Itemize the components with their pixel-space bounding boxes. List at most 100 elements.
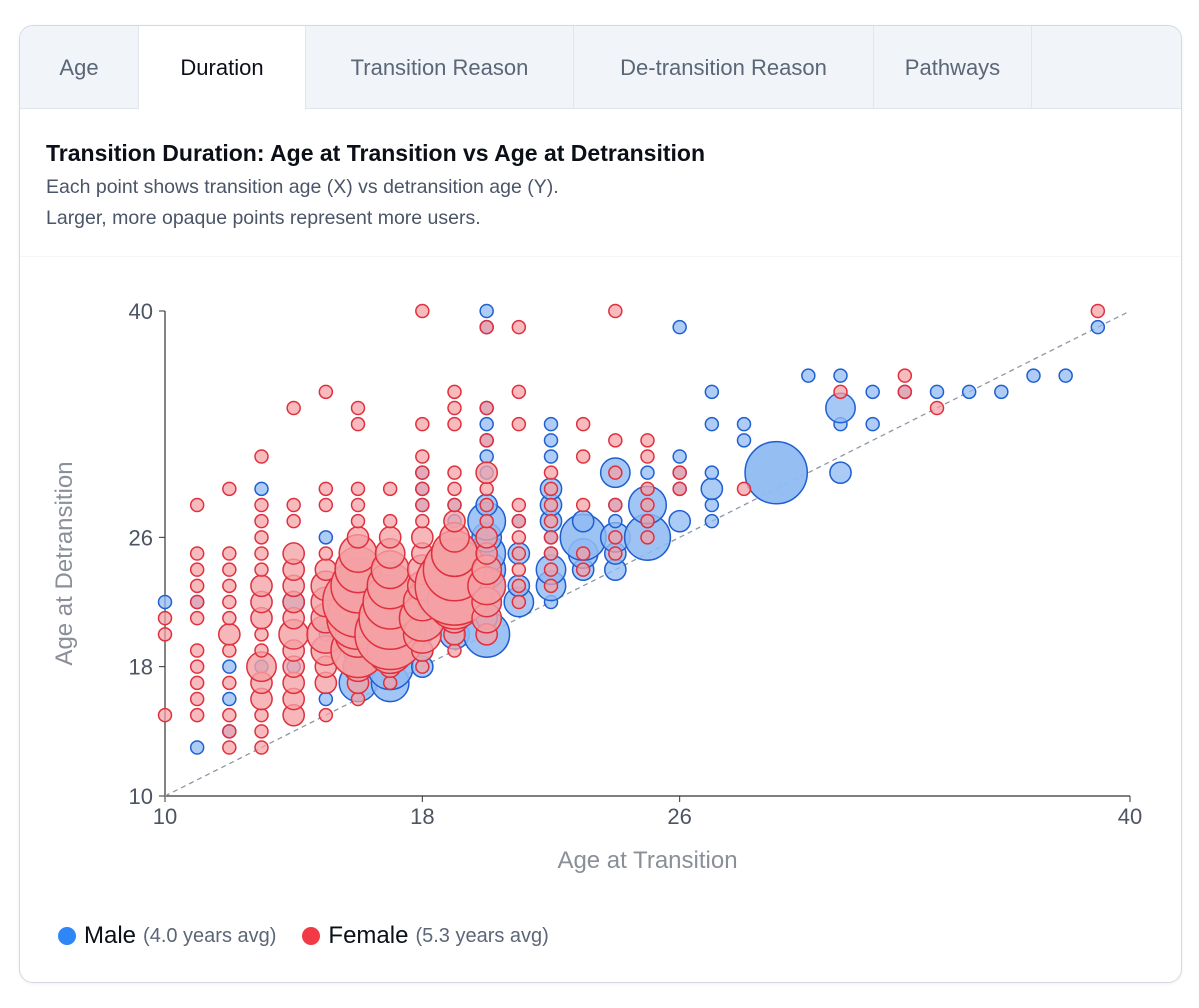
- female-point: [511, 319, 527, 335]
- y-tick-label: 18: [129, 655, 153, 680]
- female-point: [447, 643, 462, 658]
- tab-pathways[interactable]: Pathways: [874, 26, 1032, 109]
- female-point: [222, 610, 237, 626]
- male-point: [222, 659, 237, 674]
- female-point: [286, 400, 301, 416]
- female-point: [511, 562, 527, 577]
- female-point: [543, 546, 559, 561]
- female-point: [543, 562, 559, 577]
- female-point: [318, 384, 334, 400]
- x-tick-label: 18: [410, 804, 434, 829]
- female-point: [350, 691, 366, 707]
- female-point: [543, 497, 559, 513]
- male-color-dot: [58, 927, 76, 945]
- female-point: [415, 513, 430, 529]
- female-point: [608, 546, 623, 561]
- chart-title: Transition Duration: Age at Transition v…: [46, 140, 705, 166]
- male-point: [672, 319, 687, 335]
- male-point: [801, 368, 816, 383]
- female-point: [254, 513, 269, 529]
- male-point: [318, 691, 334, 707]
- female-point: [350, 416, 366, 432]
- female-point: [318, 546, 334, 561]
- female-point: [608, 433, 623, 448]
- description-line-2: Larger, more opaque points represent mor…: [46, 207, 481, 229]
- female-point: [222, 481, 237, 497]
- male-point: [479, 416, 494, 432]
- male-point: [640, 465, 655, 480]
- male-point: [608, 513, 623, 529]
- female-point: [511, 513, 527, 529]
- male-point: [479, 449, 494, 464]
- description-line-1: Each point shows transition age (X) vs d…: [46, 176, 559, 198]
- legend-male-label: Male: [84, 922, 137, 949]
- female-point: [189, 562, 205, 577]
- female-point: [157, 627, 173, 642]
- female-point: [447, 481, 462, 497]
- female-point: [640, 530, 655, 545]
- female-point: [286, 513, 301, 529]
- y-tick-label: 10: [129, 784, 153, 809]
- female-point: [736, 481, 752, 497]
- male-point: [929, 384, 945, 400]
- tab-age[interactable]: Age: [20, 26, 139, 109]
- female-point: [254, 449, 269, 464]
- female-point: [415, 449, 430, 464]
- male-point: [704, 465, 720, 480]
- y-axis-label: Age at Detransition: [51, 461, 78, 665]
- male-point: [865, 384, 880, 400]
- female-color-dot: [302, 927, 321, 945]
- male-point: [543, 433, 559, 448]
- female-point: [222, 546, 237, 561]
- female-point: [189, 707, 205, 723]
- female-point: [479, 497, 494, 513]
- female-point: [350, 513, 366, 529]
- male-point: [543, 449, 559, 464]
- legend-item-female[interactable]: Female (5.3 years avg): [302, 922, 549, 950]
- female-point: [1090, 303, 1106, 319]
- female-point: [475, 525, 499, 549]
- female-point: [575, 497, 591, 513]
- tab-transition-reason[interactable]: Transition Reason: [306, 26, 574, 109]
- female-point: [350, 497, 366, 513]
- male-point: [318, 530, 334, 545]
- legend: Male (4.0 years avg) Female (5.3 years a…: [58, 922, 575, 950]
- female-point: [511, 578, 527, 594]
- female-point: [575, 449, 591, 464]
- female-point: [286, 497, 301, 513]
- female-point: [833, 384, 848, 400]
- tab-bar: Age Duration Transition Reason De-transi…: [20, 26, 1181, 110]
- male-point: [865, 416, 880, 432]
- female-point: [157, 610, 173, 626]
- female-point: [511, 594, 527, 610]
- female-point: [608, 465, 623, 480]
- female-point: [479, 400, 494, 416]
- male-point: [829, 461, 852, 485]
- female-point: [447, 465, 462, 480]
- female-point: [575, 546, 591, 561]
- male-point: [961, 384, 977, 400]
- tab-detransition-reason[interactable]: De-transition Reason: [574, 26, 874, 109]
- female-point: [382, 481, 398, 497]
- female-point: [254, 643, 269, 658]
- female-point: [410, 525, 434, 549]
- female-point: [189, 643, 205, 658]
- female-point: [447, 497, 462, 513]
- tab-duration[interactable]: Duration: [139, 26, 306, 110]
- female-point: [415, 497, 430, 513]
- male-point: [994, 384, 1009, 400]
- x-tick-label: 10: [153, 804, 177, 829]
- female-point: [250, 574, 273, 598]
- male-point: [479, 303, 494, 319]
- female-point: [222, 643, 237, 658]
- female-point: [318, 481, 334, 497]
- male-point: [736, 416, 752, 432]
- female-point: [608, 530, 623, 545]
- female-point: [443, 509, 466, 533]
- female-point: [672, 465, 687, 480]
- female-point: [222, 724, 237, 739]
- chart-description: Each point shows transition age (X) vs d…: [46, 172, 1146, 234]
- female-point: [575, 562, 591, 577]
- female-point: [254, 546, 269, 561]
- legend-item-male[interactable]: Male (4.0 years avg): [58, 922, 276, 950]
